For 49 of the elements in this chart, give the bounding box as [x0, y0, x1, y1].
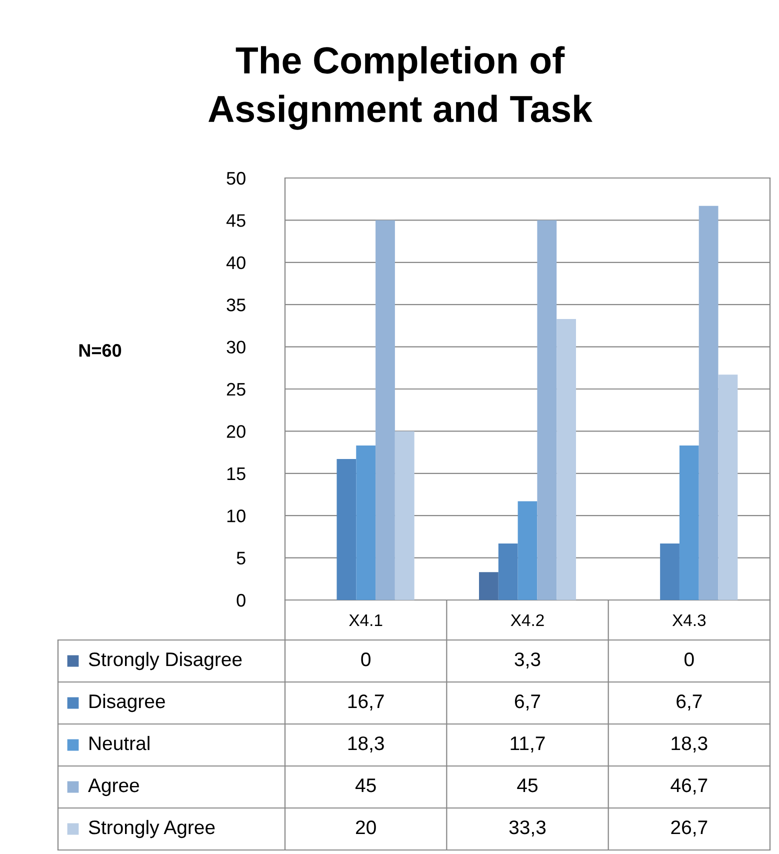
y-tick-label: 25: [226, 382, 246, 396]
data-label: 26,7: [671, 820, 708, 837]
legend-label: Disagree: [90, 694, 165, 712]
bar: [498, 543, 518, 600]
data-label: 18,3: [672, 736, 708, 753]
data-label: 18,3: [348, 736, 384, 753]
bar: [479, 572, 498, 600]
data-label: 20: [356, 820, 376, 834]
bar: [336, 459, 356, 600]
y-tick-label: 40: [226, 256, 246, 270]
y-tick-label: 20: [226, 425, 246, 438]
y-tick-label: 45: [226, 214, 246, 227]
bar: [556, 318, 576, 600]
data-label: 45: [517, 778, 538, 792]
data-label: 0: [361, 652, 370, 666]
data-label: 46,7: [670, 778, 708, 795]
text: N=60: [79, 344, 122, 357]
bar: [356, 446, 376, 600]
y-tick-label: 50: [226, 172, 246, 185]
data-label: 3,3: [514, 652, 540, 669]
bar: [394, 431, 414, 600]
x-tick-label: X4.1: [349, 614, 382, 626]
legend-label: Neutral: [90, 736, 150, 750]
bar: [537, 220, 557, 600]
data-label: 11,7: [510, 736, 545, 753]
bar: [518, 501, 538, 600]
bar: [660, 543, 680, 600]
data-label: 6,7: [676, 694, 702, 711]
y-tick-label: 10: [227, 510, 246, 522]
y-tick-label: 30: [226, 340, 246, 354]
data-label: 6,7: [514, 694, 540, 711]
x-tick-label: X4.2: [510, 614, 544, 626]
y-tick-label: 35: [226, 298, 246, 312]
data-label: 16,7: [348, 694, 384, 711]
legend-label: Strongly Disagree: [88, 652, 242, 670]
data-label: 0: [684, 652, 694, 666]
y-tick-label: 0: [236, 594, 246, 607]
x-tick-label: X4.3: [672, 614, 706, 626]
y-tick-label: 15: [227, 468, 246, 480]
data-label: 45: [355, 778, 376, 792]
bar: [376, 220, 395, 600]
legend-label: Agree: [88, 778, 140, 796]
data-label: 33,3: [509, 820, 546, 837]
bar: [718, 374, 738, 600]
y-tick-label: 5: [236, 552, 246, 565]
bar: [698, 206, 718, 600]
bar: [679, 446, 699, 600]
chart-title: The Completion of Assignment and Task: [208, 46, 592, 130]
legend-label: Strongly Agree: [88, 820, 215, 838]
